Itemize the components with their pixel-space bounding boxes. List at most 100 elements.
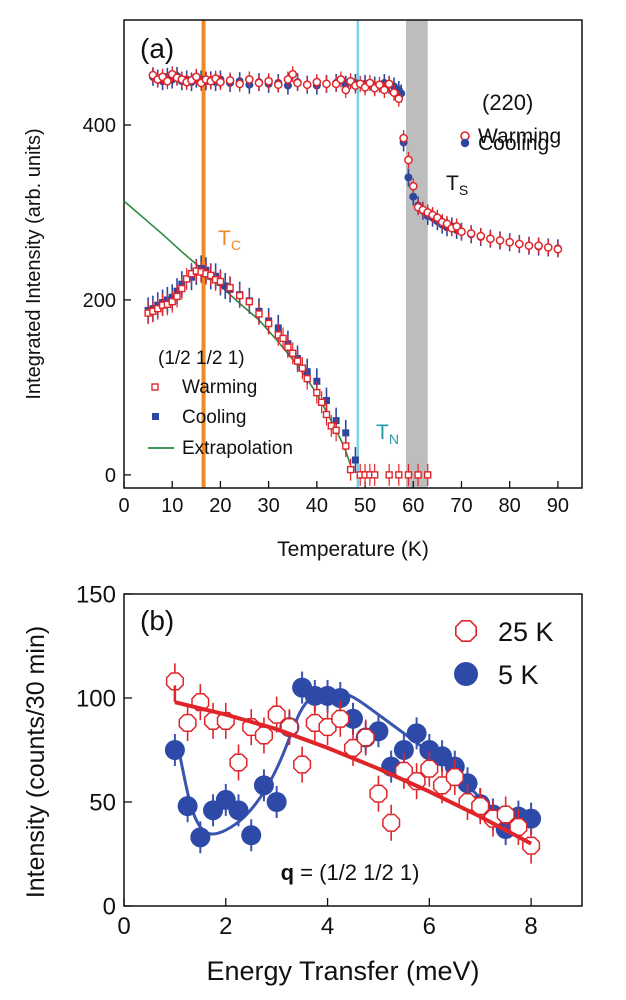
b-5k-point xyxy=(164,740,185,760)
b-x-axis-label: Energy Transfer (meV) xyxy=(206,956,479,986)
a-warming-220-point xyxy=(495,236,505,245)
a-warming-half-point xyxy=(182,275,191,283)
b-y-tick-label: 50 xyxy=(89,790,116,817)
a-warming-half-point xyxy=(303,374,311,383)
a-warming-220-point xyxy=(553,244,563,254)
a-warming-220-point xyxy=(191,72,201,82)
a-warming-half-point xyxy=(289,349,297,357)
panel-b-label: (b) xyxy=(140,605,174,636)
b-25k-point xyxy=(229,753,248,772)
b-x-tick-label: 6 xyxy=(423,913,436,940)
b-5k-point xyxy=(228,800,249,821)
b-5k-point xyxy=(266,792,287,812)
a-cooling-half-point xyxy=(221,282,229,290)
a-warming-220-point xyxy=(216,77,225,87)
b-5k-point xyxy=(393,740,414,760)
b-x-tick-label: 2 xyxy=(219,913,232,940)
a-warming-half-point xyxy=(414,471,422,479)
legend-25k-marker xyxy=(454,619,478,643)
tn-label: TN xyxy=(376,421,399,447)
b-25k-point xyxy=(267,705,286,724)
b-25k-point xyxy=(254,726,274,745)
a-cooling-220-point xyxy=(404,173,413,182)
a-warming-220-point xyxy=(389,88,399,97)
b-plot-frame xyxy=(123,593,583,907)
a-cooling-half-point xyxy=(313,377,321,385)
b-y-axis-label: Intensity (counts/30 min) xyxy=(22,626,50,898)
b-25k-point xyxy=(420,759,439,778)
a-warming-half-point xyxy=(370,471,379,479)
b-5k-point xyxy=(253,775,274,796)
a-warming-220-point xyxy=(514,239,524,249)
a-x-tick-label: 90 xyxy=(547,495,569,517)
a-x-tick-label: 0 xyxy=(118,495,129,517)
a-warming-half-point xyxy=(317,398,326,406)
legend-220-cooling-label: Cooling xyxy=(478,132,549,155)
a-plot-frame xyxy=(123,19,583,489)
a-warming-220-point xyxy=(404,155,413,165)
a-warming-220-point xyxy=(336,75,346,84)
a-warming-220-point xyxy=(244,75,254,84)
a-x-tick-label: 70 xyxy=(450,495,472,517)
b-y-tick-label: 150 xyxy=(76,582,116,609)
a-cooling-half-point xyxy=(342,429,350,437)
a-warming-half-point xyxy=(255,310,263,318)
legend-extrapolation-label: Extrapolation xyxy=(182,438,293,459)
a-warming-half-point xyxy=(284,343,292,351)
a-warming-half-point xyxy=(313,388,321,397)
a-warming-220-point xyxy=(394,94,404,104)
a-warming-220-point xyxy=(375,80,384,90)
a-cooling-220-point xyxy=(409,192,418,201)
a-warming-220-point xyxy=(254,78,264,88)
a-x-tick-label: 30 xyxy=(258,495,280,517)
b-25k-point xyxy=(331,709,350,728)
legend-220-title: (220) xyxy=(482,90,533,115)
legend-25k-label: 25 K xyxy=(498,617,554,647)
legend-220-warming-label: Warming xyxy=(478,125,561,148)
tc-label: TC xyxy=(218,227,241,253)
a-warming-half-point xyxy=(264,319,273,328)
a-warming-220-point xyxy=(543,243,553,252)
a-warming-220-point xyxy=(466,229,476,238)
a-warming-220-point xyxy=(225,76,235,85)
ts-band xyxy=(406,20,428,488)
a-warming-half-point xyxy=(327,422,336,430)
a-x-tick-label: 80 xyxy=(499,495,521,517)
b-25k-point xyxy=(369,784,388,803)
b-5k-point xyxy=(406,723,427,744)
a-warming-220-point xyxy=(293,78,302,88)
legend-half-warming-label: Warming xyxy=(182,377,257,398)
a-y-tick-label: 400 xyxy=(83,115,116,137)
a-warming-220-point xyxy=(365,78,375,88)
a-warming-220-point xyxy=(505,237,515,247)
a-warming-220-point xyxy=(273,80,283,90)
a-x-axis-label: Temperature (K) xyxy=(277,538,429,561)
a-x-tick-label: 10 xyxy=(161,495,183,517)
legend-half-cooling-label: Cooling xyxy=(182,407,246,428)
a-warming-220-point xyxy=(264,76,273,86)
a-warming-half-point xyxy=(293,357,302,365)
a-x-tick-label: 50 xyxy=(354,495,376,517)
a-x-tick-label: 60 xyxy=(402,495,424,517)
a-warming-220-point xyxy=(341,85,351,95)
b-25k-point xyxy=(382,813,401,832)
a-warming-half-point xyxy=(404,471,413,479)
a-warming-half-point xyxy=(178,284,186,293)
panel-a: 0 10 20 30 40 50 60 70 80 90 0 200 400 (a) TC TN TS (220)… xyxy=(23,19,583,561)
b-y-tick-label: 0 xyxy=(103,894,116,921)
b-x-tick-label: 4 xyxy=(321,913,334,940)
a-warming-220-point xyxy=(379,85,389,95)
a-warming-220-point xyxy=(408,181,418,191)
a-cooling-half-point xyxy=(322,397,330,405)
b-25k-fit-line xyxy=(174,700,533,846)
a-warming-220-point xyxy=(399,133,408,143)
a-warming-220-point xyxy=(476,231,486,241)
legend-5k-label: 5 K xyxy=(498,660,539,690)
b-25k-point xyxy=(178,713,197,733)
a-warming-half-point xyxy=(322,410,331,419)
ts-label: TS xyxy=(446,172,468,198)
a-warming-half-point xyxy=(332,426,340,434)
a-warming-220-point xyxy=(288,69,298,79)
a-warming-220-point xyxy=(384,79,394,89)
a-warming-half-point xyxy=(245,297,254,306)
